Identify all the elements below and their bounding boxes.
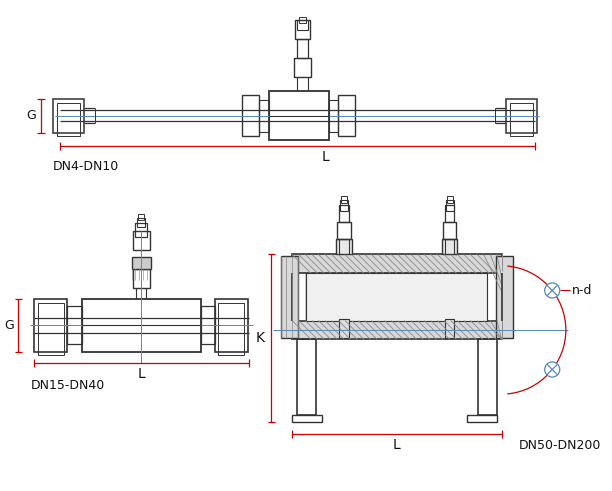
Bar: [218, 302, 244, 355]
Polygon shape: [306, 262, 349, 330]
Text: G: G: [27, 109, 37, 122]
Bar: [295, 21, 310, 39]
Bar: [338, 95, 356, 136]
Bar: [341, 196, 347, 203]
Bar: [81, 299, 201, 352]
Text: DN50-DN200: DN50-DN200: [518, 438, 601, 452]
Bar: [443, 222, 457, 240]
Bar: [339, 205, 349, 222]
Bar: [137, 218, 145, 227]
Bar: [445, 205, 455, 222]
Bar: [132, 257, 151, 269]
Bar: [339, 319, 349, 337]
Bar: [67, 306, 81, 344]
Bar: [442, 240, 457, 254]
Bar: [510, 103, 533, 136]
Bar: [53, 99, 83, 133]
Bar: [138, 214, 144, 220]
Bar: [306, 273, 488, 321]
Bar: [337, 240, 351, 254]
Bar: [57, 103, 80, 136]
Text: DN15-DN40: DN15-DN40: [31, 379, 105, 392]
Bar: [337, 222, 351, 240]
Text: L: L: [322, 150, 329, 164]
Bar: [445, 319, 455, 337]
Bar: [447, 196, 452, 203]
Polygon shape: [445, 262, 488, 330]
Bar: [38, 302, 64, 355]
Bar: [133, 269, 149, 288]
Bar: [281, 256, 298, 337]
Bar: [506, 99, 537, 133]
Bar: [292, 415, 323, 422]
Bar: [133, 231, 149, 250]
Bar: [242, 95, 259, 136]
Bar: [299, 17, 306, 23]
Bar: [294, 58, 311, 77]
Bar: [215, 299, 248, 352]
Circle shape: [545, 362, 560, 377]
Bar: [292, 254, 502, 273]
Text: L: L: [138, 367, 146, 382]
Bar: [259, 100, 269, 132]
Bar: [478, 339, 497, 415]
Bar: [297, 21, 308, 30]
Text: L: L: [393, 438, 401, 452]
Bar: [135, 223, 147, 237]
Bar: [297, 339, 316, 415]
Bar: [269, 91, 329, 140]
Bar: [340, 200, 348, 211]
Bar: [292, 321, 502, 339]
Bar: [329, 100, 338, 132]
Bar: [496, 256, 513, 337]
Bar: [34, 299, 67, 352]
Bar: [467, 415, 497, 422]
Bar: [297, 39, 308, 58]
Text: K: K: [256, 331, 264, 346]
Circle shape: [545, 283, 560, 298]
Bar: [446, 200, 453, 211]
Text: n-d: n-d: [572, 284, 592, 297]
Bar: [201, 306, 215, 344]
Text: G: G: [4, 319, 14, 332]
Text: DN4-DN10: DN4-DN10: [53, 160, 119, 173]
